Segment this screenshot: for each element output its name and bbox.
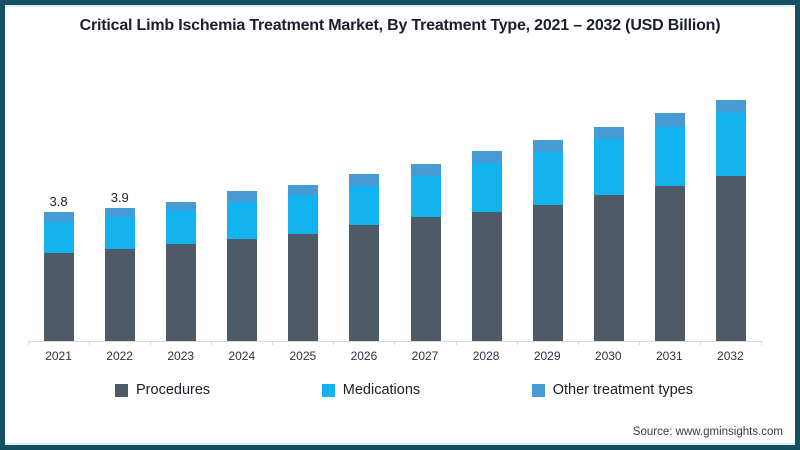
bar-column-2030 bbox=[579, 51, 640, 341]
bar-segment-medications-2024 bbox=[227, 201, 258, 239]
bar-segment-other-2021 bbox=[43, 211, 74, 223]
bar-segment-medications-2023 bbox=[165, 210, 196, 245]
x-axis-label-2023: 2023 bbox=[150, 341, 211, 363]
bar-segment-other-2026 bbox=[349, 174, 380, 187]
bar-column-2023 bbox=[150, 51, 211, 341]
bar-column-2025 bbox=[273, 51, 334, 341]
bar-total-label-2021: 3.8 bbox=[49, 193, 68, 209]
legend-swatch-medications bbox=[321, 383, 335, 397]
bar-segment-medications-2028 bbox=[471, 162, 502, 212]
legend-swatch-other bbox=[531, 383, 545, 397]
bar-segment-medications-2026 bbox=[349, 186, 380, 226]
bar-column-2032 bbox=[701, 51, 762, 341]
bar-segment-other-2029 bbox=[532, 140, 563, 153]
x-axis-label-2029: 2029 bbox=[516, 341, 578, 363]
x-axis-label-2032: 2032 bbox=[699, 341, 761, 363]
chart-title: Critical Limb Ischemia Treatment Market,… bbox=[79, 17, 721, 34]
x-axis-label-2028: 2028 bbox=[455, 341, 517, 363]
bar-2021 bbox=[43, 211, 74, 341]
bar-segment-other-2022 bbox=[104, 208, 135, 217]
bars: 3.8 3.9 bbox=[28, 51, 762, 342]
bar-segment-procedures-2027 bbox=[410, 216, 441, 341]
legend-item-medications: Medications bbox=[321, 382, 421, 398]
bar-segment-procedures-2029 bbox=[532, 205, 563, 341]
bar-2022 bbox=[104, 208, 135, 341]
x-axis-label-2021: 2021 bbox=[28, 341, 89, 363]
bar-column-2027 bbox=[395, 51, 456, 341]
bar-total-label-2022: 3.9 bbox=[110, 190, 129, 206]
source-attribution: Source: www.gminsights.com bbox=[632, 426, 783, 438]
bar-segment-other-2023 bbox=[165, 201, 196, 211]
x-axis-label-2031: 2031 bbox=[638, 341, 700, 363]
bar-segment-procedures-2030 bbox=[594, 194, 625, 341]
bar-segment-medications-2031 bbox=[655, 126, 686, 187]
legend-label-procedures: Procedures bbox=[136, 382, 211, 398]
legend: Procedures Medications Other treatment typ… bbox=[115, 382, 693, 398]
x-axis-label-2030: 2030 bbox=[577, 341, 639, 363]
legend-item-other: Other treatment types bbox=[531, 382, 693, 398]
legend-label-medications: Medications bbox=[342, 382, 421, 398]
bar-segment-other-2030 bbox=[594, 126, 625, 139]
bar-2026 bbox=[349, 174, 380, 341]
bar-column-2028 bbox=[456, 51, 517, 341]
legend-swatch-procedures bbox=[115, 383, 128, 397]
bar-segment-other-2025 bbox=[288, 184, 319, 195]
bar-column-2022: 3.9 bbox=[89, 51, 150, 341]
bar-2024 bbox=[227, 191, 258, 341]
bar-column-2021: 3.8 bbox=[28, 51, 89, 341]
legend-label-other: Other treatment types bbox=[552, 382, 693, 398]
bar-2023 bbox=[165, 201, 196, 341]
bar-2025 bbox=[288, 184, 319, 341]
bar-2032 bbox=[716, 99, 747, 341]
bar-segment-procedures-2026 bbox=[349, 225, 380, 341]
bar-segment-other-2032 bbox=[716, 99, 747, 114]
x-axis-label-2027: 2027 bbox=[394, 341, 455, 363]
bar-segment-medications-2032 bbox=[716, 113, 747, 177]
x-axis-label-2024: 2024 bbox=[211, 341, 272, 363]
bar-column-2029 bbox=[517, 51, 578, 341]
legend-item-procedures: Procedures bbox=[115, 382, 210, 398]
bar-2028 bbox=[471, 150, 502, 341]
bar-segment-procedures-2022 bbox=[104, 249, 135, 341]
bar-segment-procedures-2028 bbox=[471, 211, 502, 341]
plot-area: 3.8 3.9 2021 2022 2023 2024 2025 2026 2027 2028 2… bbox=[28, 51, 762, 363]
bar-column-2024 bbox=[212, 51, 273, 341]
bar-segment-procedures-2025 bbox=[288, 233, 319, 341]
bar-segment-other-2031 bbox=[655, 113, 686, 127]
bar-column-2031 bbox=[640, 51, 701, 341]
bar-segment-other-2028 bbox=[471, 150, 502, 163]
bar-segment-procedures-2031 bbox=[655, 186, 686, 341]
bar-segment-medications-2025 bbox=[288, 194, 319, 234]
bar-segment-procedures-2023 bbox=[165, 244, 196, 341]
bar-2030 bbox=[594, 126, 625, 341]
bar-column-2026 bbox=[334, 51, 395, 341]
bar-segment-medications-2022 bbox=[104, 216, 135, 250]
bar-segment-other-2027 bbox=[410, 164, 441, 177]
bar-2029 bbox=[532, 140, 563, 341]
bar-segment-medications-2027 bbox=[410, 176, 441, 217]
bar-segment-medications-2021 bbox=[43, 222, 74, 253]
bar-segment-procedures-2032 bbox=[716, 176, 747, 341]
bar-2027 bbox=[410, 164, 441, 341]
bar-segment-medications-2030 bbox=[594, 138, 625, 195]
bar-segment-procedures-2021 bbox=[43, 252, 74, 341]
x-axis-labels: 2021 2022 2023 2024 2025 2026 2027 2028 2029 2030… bbox=[28, 341, 762, 363]
x-axis-label-2022: 2022 bbox=[89, 341, 150, 363]
bar-segment-medications-2029 bbox=[532, 152, 563, 205]
bar-segment-other-2024 bbox=[227, 191, 258, 202]
bar-segment-procedures-2024 bbox=[227, 239, 258, 341]
x-axis-label-2025: 2025 bbox=[272, 341, 333, 363]
bar-2031 bbox=[655, 113, 686, 341]
x-axis-label-2026: 2026 bbox=[333, 341, 394, 363]
